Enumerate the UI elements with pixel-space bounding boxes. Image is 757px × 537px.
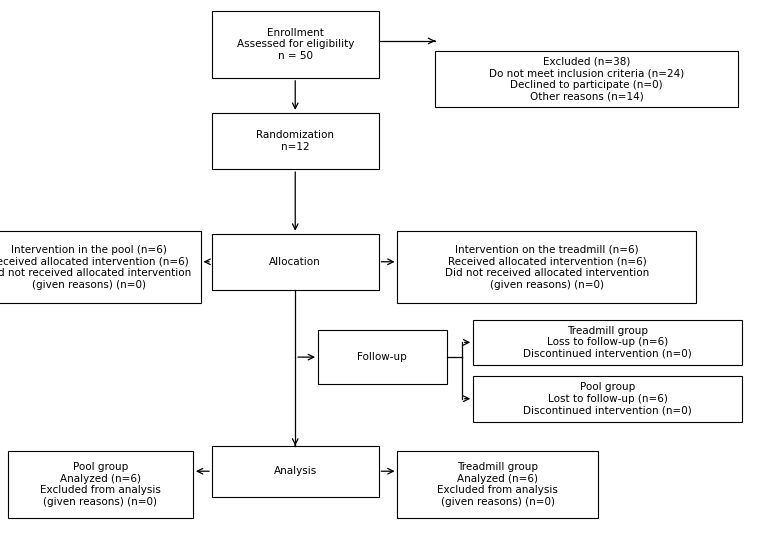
Text: Follow-up: Follow-up: [357, 352, 407, 362]
Text: Allocation: Allocation: [269, 257, 321, 267]
Text: Analysis: Analysis: [273, 466, 317, 476]
Text: Enrollment
Assessed for eligibility
n = 50: Enrollment Assessed for eligibility n = …: [236, 28, 354, 61]
FancyBboxPatch shape: [397, 451, 598, 518]
Text: Pool group
Lost to follow-up (n=6)
Discontinued intervention (n=0): Pool group Lost to follow-up (n=6) Disco…: [523, 382, 692, 415]
FancyBboxPatch shape: [212, 113, 378, 169]
FancyBboxPatch shape: [8, 451, 193, 518]
Text: Treadmill group
Loss to follow-up (n=6)
Discontinued intervention (n=0): Treadmill group Loss to follow-up (n=6) …: [523, 326, 692, 359]
Text: Intervention in the pool (n=6)
Received allocated intervention (n=6)
Did not rec: Intervention in the pool (n=6) Received …: [0, 245, 191, 289]
Text: Pool group
Analyzed (n=6)
Excluded from analysis
(given reasons) (n=0): Pool group Analyzed (n=6) Excluded from …: [40, 462, 160, 507]
FancyBboxPatch shape: [473, 376, 742, 422]
FancyBboxPatch shape: [318, 330, 447, 384]
FancyBboxPatch shape: [212, 234, 378, 290]
FancyBboxPatch shape: [0, 231, 201, 303]
Text: Intervention on the treadmill (n=6)
Received allocated intervention (n=6)
Did no: Intervention on the treadmill (n=6) Rece…: [445, 245, 649, 289]
Text: Excluded (n=38)
Do not meet inclusion criteria (n=24)
Declined to participate (n: Excluded (n=38) Do not meet inclusion cr…: [489, 57, 684, 101]
FancyBboxPatch shape: [473, 320, 742, 365]
FancyBboxPatch shape: [212, 446, 378, 497]
Text: Treadmill group
Analyzed (n=6)
Excluded from analysis
(given reasons) (n=0): Treadmill group Analyzed (n=6) Excluded …: [438, 462, 558, 507]
FancyBboxPatch shape: [212, 11, 378, 78]
FancyBboxPatch shape: [397, 231, 696, 303]
FancyBboxPatch shape: [435, 51, 738, 107]
Text: Randomization
n=12: Randomization n=12: [256, 130, 335, 152]
